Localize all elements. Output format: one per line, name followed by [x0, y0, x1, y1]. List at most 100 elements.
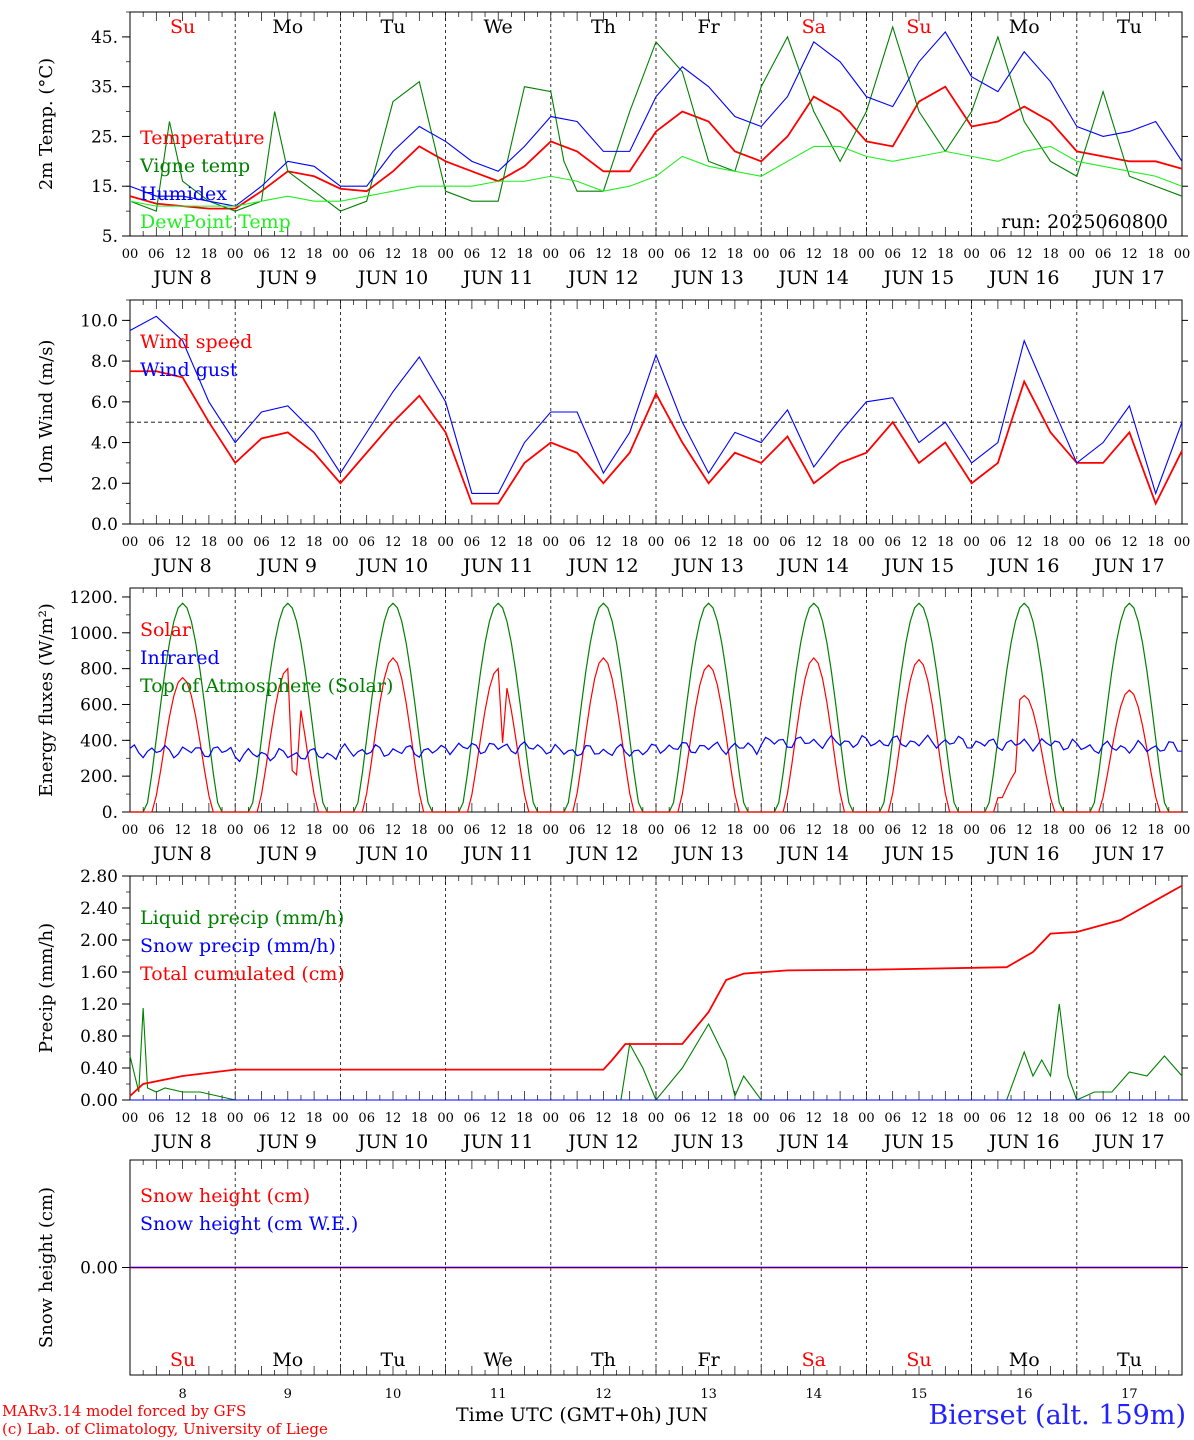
y-tick-label: 2.80 — [80, 867, 118, 887]
x-hour-label: 18 — [411, 535, 428, 550]
x-hour-label: 18 — [621, 535, 638, 550]
x-hour-label: 06 — [148, 247, 165, 262]
x-hour-label: 00 — [437, 247, 454, 262]
x-hour-label: 06 — [569, 823, 586, 838]
x-hour-label: 00 — [963, 823, 980, 838]
y-tick-label: 2.00 — [80, 931, 118, 951]
x-hour-label: 00 — [1069, 247, 1086, 262]
weekday-label: We — [484, 1349, 513, 1371]
x-hour-label: 00 — [1069, 823, 1086, 838]
x-hour-label: 00 — [543, 247, 560, 262]
x-hour-label: 00 — [1174, 247, 1191, 262]
x-hour-label: 00 — [122, 535, 139, 550]
x-date-label: JUN 15 — [882, 843, 954, 865]
x-date-label: JUN 8 — [151, 1131, 211, 1153]
series-line-total-cumulated-cm- — [129, 884, 1183, 1097]
x-date-label: JUN 11 — [461, 843, 533, 865]
x-hour-label: 06 — [1095, 247, 1112, 262]
x-hour-label: 00 — [227, 823, 244, 838]
weekday-label: Su — [170, 16, 195, 38]
x-hour-label: 18 — [411, 1111, 428, 1126]
x-hour-label: 12 — [1016, 823, 1033, 838]
x-date-label: JUN 11 — [461, 267, 533, 289]
x-hour-label: 18 — [1147, 823, 1164, 838]
x-hour-label: 18 — [1042, 535, 1059, 550]
x-hour-label: 18 — [937, 535, 954, 550]
x-hour-label: 18 — [201, 535, 218, 550]
x-hour-label: 00 — [122, 247, 139, 262]
x-date-label: JUN 14 — [777, 267, 849, 289]
x-hour-label: 06 — [1095, 535, 1112, 550]
y-tick-label: 4.0 — [91, 434, 118, 454]
x-hour-label: 12 — [385, 823, 402, 838]
y-axis-label: Precip (mm/h) — [36, 923, 57, 1053]
x-hour-label: 18 — [832, 247, 849, 262]
x-date-label: JUN 17 — [1092, 843, 1164, 865]
x-hour-label: 12 — [595, 823, 612, 838]
y-tick-label: 15. — [91, 177, 118, 197]
x-hour-label: 18 — [306, 823, 323, 838]
x-hour-label: 18 — [516, 535, 533, 550]
x-hour-label: 18 — [937, 1111, 954, 1126]
x-hour-label: 00 — [648, 247, 665, 262]
x-hour-label: 18 — [306, 247, 323, 262]
y-tick-label: 0.00 — [80, 1091, 118, 1111]
x-date-label: JUN 10 — [356, 843, 428, 865]
x-hour-label: 06 — [358, 823, 375, 838]
x-hour-label: 00 — [332, 247, 349, 262]
x-hour-label: 12 — [806, 535, 823, 550]
x-hour-label: 18 — [621, 247, 638, 262]
panel-frame — [129, 299, 1183, 525]
x-hour-label: 00 — [753, 1111, 770, 1126]
x-date-label: JUN 11 — [461, 1131, 533, 1153]
x-hour-label: 06 — [674, 1111, 691, 1126]
x-hour-label: 00 — [332, 1111, 349, 1126]
x-date-label: JUN 10 — [356, 267, 428, 289]
x-hour-label: 06 — [1095, 1111, 1112, 1126]
x-hour-label: 18 — [1147, 1111, 1164, 1126]
x-hour-label: 12 — [806, 1111, 823, 1126]
x-hour-label: 12 — [385, 1111, 402, 1126]
x-hour-label: 12 — [911, 247, 928, 262]
x-hour-label: 12 — [911, 823, 928, 838]
x-hour-label: 12 — [911, 1111, 928, 1126]
legend-entry: Infrared — [140, 647, 220, 669]
x-date-label: JUN 17 — [1092, 555, 1164, 577]
series-line-wind-speed — [130, 370, 1183, 506]
y-tick-label: 800. — [80, 660, 118, 680]
x-hour-label: 00 — [332, 535, 349, 550]
legend-entry: Snow height (cm W.E.) — [140, 1213, 358, 1235]
weekday-label: Th — [591, 1349, 616, 1371]
x-hour-label: 06 — [884, 247, 901, 262]
series-line-humidex — [129, 30, 1183, 207]
x-hour-label: 00 — [858, 1111, 875, 1126]
x-date-label: JUN 13 — [671, 267, 743, 289]
x-hour-label: 12 — [174, 247, 191, 262]
x-hour-label: 12 — [1121, 247, 1138, 262]
x-hour-label: 00 — [437, 1111, 454, 1126]
x-hour-label: 00 — [543, 823, 560, 838]
x-hour-label: 12 — [174, 823, 191, 838]
x-hour-label: 06 — [358, 535, 375, 550]
legend-entry: Snow precip (mm/h) — [140, 935, 336, 957]
x-hour-label: 06 — [253, 535, 270, 550]
x-hour-label: 12 — [490, 823, 507, 838]
panel-frame — [129, 587, 1183, 813]
x-hour-label: 00 — [858, 823, 875, 838]
x-hour-label: 00 — [332, 823, 349, 838]
x-date-label: JUN 9 — [257, 843, 317, 865]
x-hour-label: 12 — [700, 247, 717, 262]
weekday-label: Su — [906, 16, 931, 38]
panel-precip — [122, 875, 1188, 1102]
x-hour-label: 00 — [437, 535, 454, 550]
weekday-label: Th — [591, 16, 616, 38]
day-number-label: 15 — [911, 1387, 928, 1402]
weekday-label: Sa — [802, 1349, 826, 1371]
legend-entry: Wind gust — [140, 359, 238, 381]
x-hour-label: 18 — [1042, 247, 1059, 262]
x-date-label: JUN 13 — [671, 1131, 743, 1153]
weekday-label: Tu — [1117, 16, 1142, 38]
x-date-label: JUN 8 — [151, 267, 211, 289]
x-hour-label: 12 — [1121, 535, 1138, 550]
series-line-dewpoint-temp — [129, 145, 1183, 207]
